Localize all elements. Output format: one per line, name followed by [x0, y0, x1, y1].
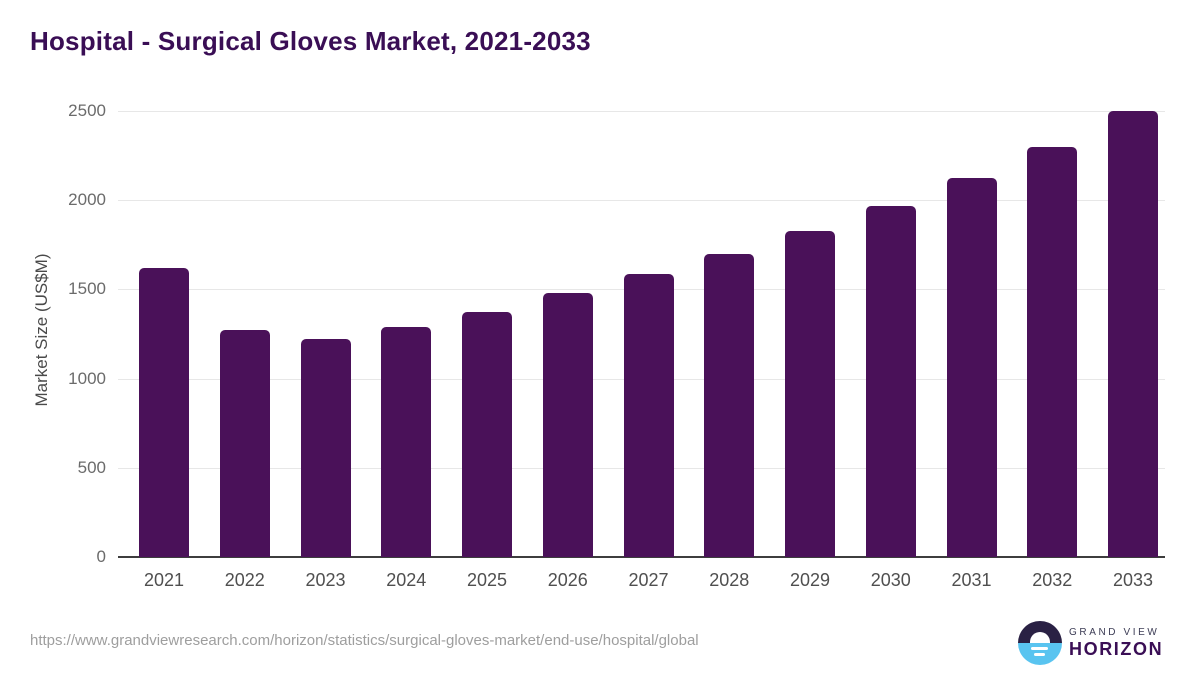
gridline — [118, 111, 1165, 112]
sun-ray-1 — [1031, 647, 1048, 650]
horizon-sun-icon — [1018, 621, 1062, 665]
y-tick-label: 2000 — [68, 190, 106, 210]
x-tick-label: 2033 — [1112, 570, 1154, 590]
bar-2029 — [785, 230, 835, 557]
bar-2023 — [300, 339, 351, 557]
x-tick-label: 2026 — [547, 570, 588, 590]
x-tick-label: 2031 — [951, 570, 992, 590]
x-tick-label: 2022 — [224, 570, 265, 590]
bar-2026 — [542, 292, 593, 557]
x-tick-label: 2024 — [386, 570, 427, 590]
plot-area: 0 500 1000 1500 2000 2500 2021 2022 2023 2024 2025… — [68, 101, 1165, 590]
bar-2022 — [219, 330, 270, 557]
bar-2028 — [704, 253, 755, 557]
y-tick-label: 500 — [77, 457, 106, 477]
sun-ray-2 — [1034, 652, 1045, 656]
source-url: https://www.grandviewresearch.com/horizo… — [30, 632, 699, 649]
bar-2027 — [623, 274, 674, 557]
y-tick-label: 2500 — [68, 101, 106, 120]
logo-text: GRAND VIEW HORIZON — [1069, 627, 1163, 660]
x-tick-label: 2025 — [466, 570, 508, 590]
bar-2030 — [865, 205, 916, 557]
chart-title: Hospital - Surgical Gloves Market, 2021-… — [30, 26, 591, 56]
bar-2021 — [139, 268, 189, 557]
bar-2025 — [462, 311, 512, 557]
sun-shape — [1030, 632, 1050, 643]
brand-logo: GRAND VIEW HORIZON — [1018, 621, 1163, 665]
x-tick-label: 2027 — [628, 570, 669, 590]
gridline — [118, 200, 1165, 202]
x-tick-label: 2028 — [709, 570, 750, 590]
logo-grand-view-label: GRAND VIEW — [1069, 626, 1160, 638]
bar-2024 — [381, 326, 432, 557]
bar-2032 — [1027, 146, 1078, 557]
bar-2033 — [1108, 111, 1158, 557]
bar-2031 — [946, 177, 997, 557]
x-tick-label: 2032 — [1032, 570, 1073, 590]
x-tick-label: 2021 — [143, 570, 185, 590]
logo-horizon-label: HORIZON — [1069, 638, 1164, 659]
y-tick-label: 1500 — [68, 279, 106, 299]
y-tick-label: 0 — [96, 547, 106, 566]
x-tick-label: 2030 — [870, 570, 911, 590]
x-axis-line — [118, 556, 1165, 558]
y-tick-label: 1000 — [68, 368, 106, 388]
x-tick-label: 2023 — [305, 570, 346, 590]
x-tick-label: 2029 — [789, 570, 831, 590]
